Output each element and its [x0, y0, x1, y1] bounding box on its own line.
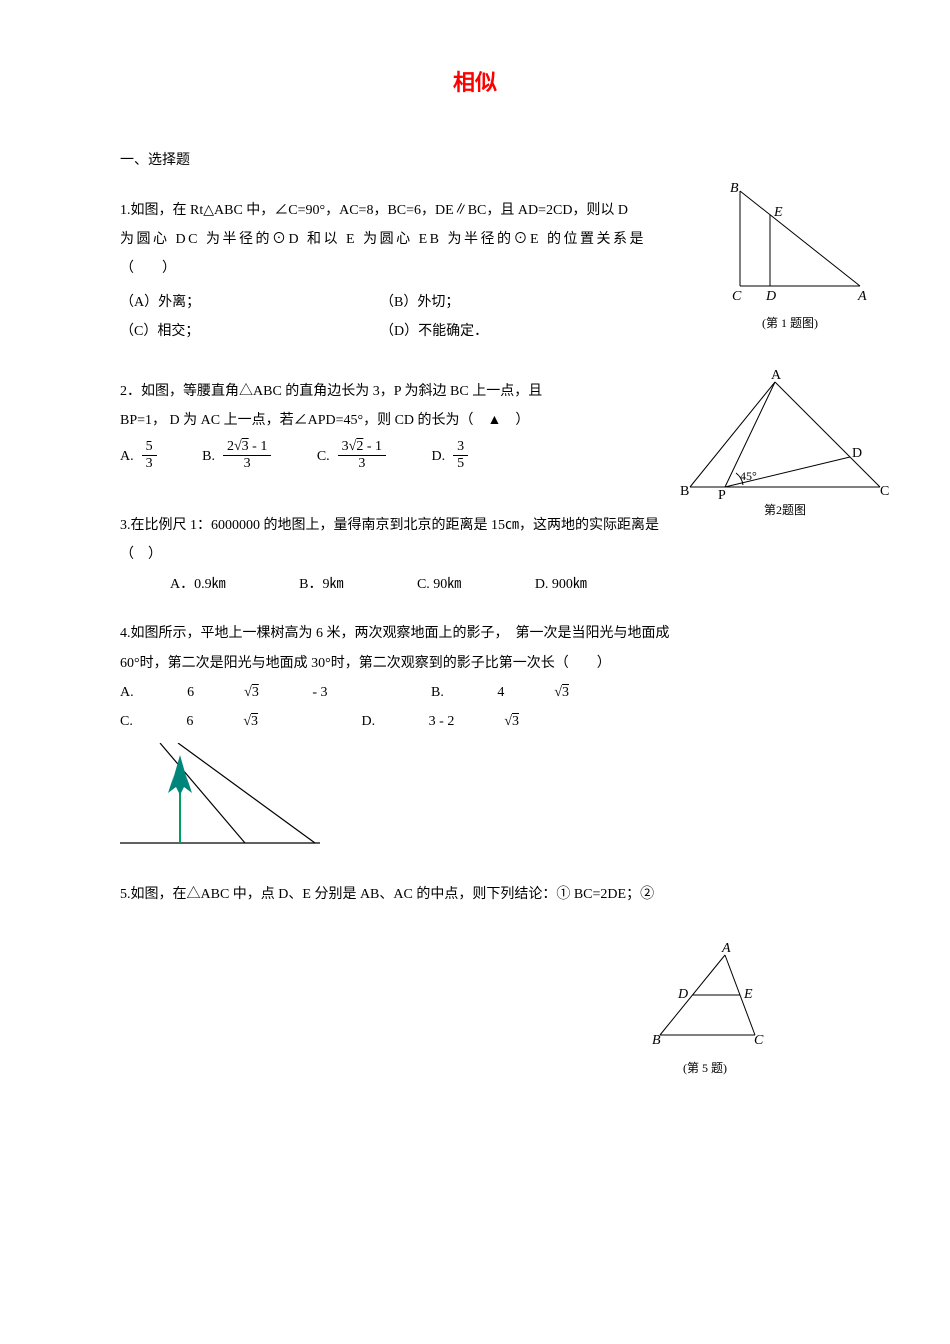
- question-1: B E C D A (第 1 题图) 1.如图，在 Rt△ABC 中，∠C=90…: [120, 196, 830, 347]
- q2-optA: A. 53: [120, 439, 159, 471]
- q5-line1: 5.如图，在△ABC 中，点 D、E 分别是 AB、AC 的中点，则下列结论：①…: [120, 880, 830, 909]
- svg-text:A: A: [721, 941, 731, 956]
- svg-text:C: C: [754, 1033, 764, 1048]
- q1-optC: （C）相交；: [120, 317, 340, 346]
- q3-optD: D. 900㎞: [535, 570, 587, 599]
- svg-text:D: D: [765, 289, 776, 304]
- svg-text:45°: 45°: [740, 469, 757, 483]
- q3-line2: （ ）: [120, 540, 830, 569]
- figure-q5-caption: (第 5 题): [640, 1056, 770, 1081]
- svg-text:A: A: [771, 368, 782, 383]
- question-3: 3.在比例尺 1：6000000 的地图上，量得南京到北京的距离是 15㎝，这两…: [120, 511, 830, 599]
- figure-q2: A B C D P 45° 第2题图: [680, 367, 890, 523]
- q4-line2: 60°时，第二次是阳光与地面成 30°时，第二次观察到的影子比第一次长（ ）: [120, 649, 830, 678]
- svg-text:C: C: [880, 484, 889, 499]
- q3-line1: 3.在比例尺 1：6000000 的地图上，量得南京到北京的距离是 15㎝，这两…: [120, 511, 830, 540]
- figure-q2-svg: A B C D P 45°: [680, 367, 890, 507]
- figure-q5: A D E B C (第 5 题): [640, 940, 770, 1080]
- q3-options: A．0.9㎞ B．9㎞ C. 90㎞ D. 900㎞: [120, 570, 830, 599]
- q4-line1: 4.如图所示，平地上一棵树高为 6 米，两次观察地面上的影子， 第一次是当阳光与…: [120, 619, 830, 648]
- question-4: 4.如图所示，平地上一棵树高为 6 米，两次观察地面上的影子， 第一次是当阳光与…: [120, 619, 830, 864]
- figure-q4: [120, 743, 830, 864]
- q3-optC: C. 90㎞: [417, 570, 461, 599]
- q4-options: A. 6√3 - 3 B. 4√3 C. 6√3 D. 3 - 2√3: [120, 678, 830, 737]
- svg-text:E: E: [743, 987, 753, 1002]
- figure-q4-svg: [120, 743, 320, 853]
- svg-text:A: A: [857, 289, 867, 304]
- figure-q1: B E C D A (第 1 题图): [710, 176, 870, 336]
- q1-optD: （D）不能确定．: [380, 317, 488, 346]
- svg-text:P: P: [718, 488, 726, 503]
- q2-optC: C. 3√2 - 1 3: [317, 439, 388, 471]
- q2-optD: D. 35: [432, 439, 471, 471]
- q4-optC: C. 6√3: [120, 707, 308, 736]
- question-2: A B C D P 45° 第2题图 2．如图，等腰直角△ABC 的直角边长为 …: [120, 377, 830, 472]
- question-5: 5.如图，在△ABC 中，点 D、E 分别是 AB、AC 的中点，则下列结论：①…: [120, 880, 830, 909]
- q1-optB: （B）外切；: [380, 288, 459, 317]
- q4-optA: A. 6√3 - 3: [120, 678, 377, 707]
- svg-text:D: D: [852, 446, 862, 461]
- q3-optB: B．9㎞: [299, 570, 343, 599]
- q1-optA: （A）外离；: [120, 288, 340, 317]
- page-title: 相似: [120, 60, 830, 106]
- svg-text:B: B: [680, 484, 689, 499]
- svg-text:D: D: [677, 987, 688, 1002]
- q2-optB: B. 2√3 - 1 3: [202, 439, 273, 471]
- q3-optA: A．0.9㎞: [170, 570, 226, 599]
- figure-q5-svg: A D E B C: [640, 940, 770, 1050]
- svg-text:B: B: [652, 1033, 661, 1048]
- svg-text:E: E: [773, 205, 783, 220]
- svg-text:C: C: [732, 289, 742, 304]
- q4-optD: D. 3 - 2√3: [362, 707, 569, 736]
- svg-text:B: B: [730, 181, 739, 196]
- q4-optB: B. 4√3: [431, 678, 619, 707]
- section-heading: 一、选择题: [120, 146, 830, 175]
- figure-q1-svg: B E C D A: [710, 176, 870, 306]
- figure-q1-caption: (第 1 题图): [710, 311, 870, 336]
